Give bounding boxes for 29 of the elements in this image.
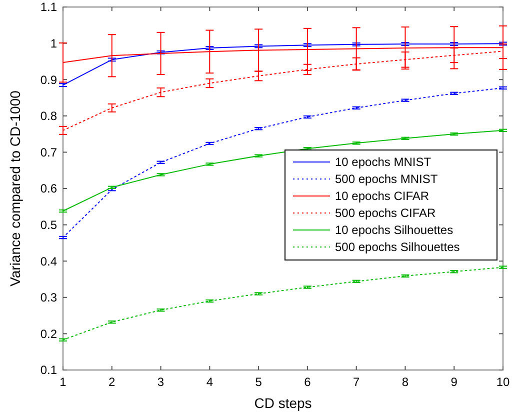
y-tick-label: 0.2	[40, 326, 58, 341]
y-axis-title: Variance compared to CD-1000	[7, 90, 23, 286]
y-tick-label: 0.6	[40, 182, 58, 196]
x-axis-title: CD steps	[254, 395, 312, 411]
x-tick-label: 2	[108, 375, 116, 389]
legend-label: 500 epochs MNIST	[335, 172, 438, 186]
x-tick-label: 6	[304, 375, 312, 389]
x-tick-label: 5	[255, 375, 262, 389]
legend-label: 10 epochs CIFAR	[335, 189, 430, 204]
legend-label: 10 epochs Silhouettes	[335, 223, 454, 238]
x-tick-label: 3	[157, 375, 164, 389]
x-tick-label: 7	[352, 375, 360, 389]
x-tick-label: 9	[450, 375, 458, 389]
y-tick-label: 1.1	[40, 0, 58, 14]
y-tick-label: 0.7	[40, 145, 58, 160]
y-tick-label: 1	[50, 36, 58, 50]
y-tick-label: 0.5	[40, 218, 58, 232]
x-tick-label: 8	[402, 375, 409, 389]
y-tick-label: 0.1	[40, 363, 58, 378]
x-tick-label: 10	[496, 375, 510, 389]
y-tick-label: 0.9	[40, 72, 58, 87]
y-tick-label: 0.8	[40, 109, 58, 124]
y-tick-label: 0.4	[40, 254, 58, 268]
legend-label: 10 epochs MNIST	[335, 155, 432, 170]
x-tick-label: 1	[60, 375, 67, 389]
legend-label: 500 epochs Silhouettes	[335, 240, 460, 254]
y-tick-label: 0.3	[40, 290, 58, 305]
x-tick-label: 4	[206, 375, 214, 389]
legend-label: 500 epochs CIFAR	[335, 206, 436, 220]
